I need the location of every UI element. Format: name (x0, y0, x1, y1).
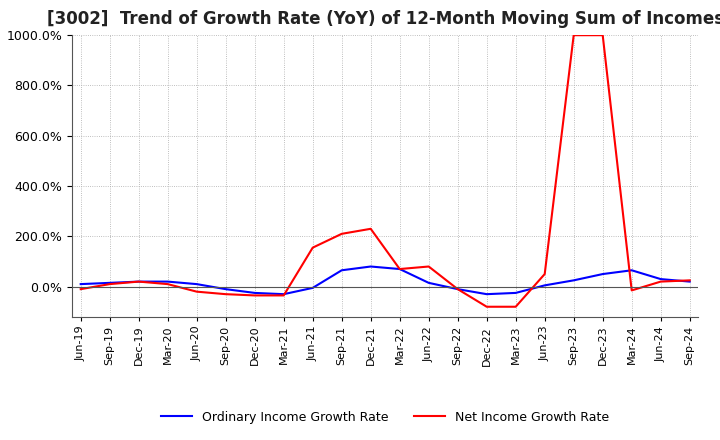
Ordinary Income Growth Rate (221, 286, 230, 292)
Ordinary Income Growth Rate (511, 290, 520, 296)
Net Income Growth Rate (424, 264, 433, 269)
Ordinary Income Growth Rate (598, 271, 607, 277)
Net Income Growth Rate (251, 293, 259, 298)
Net Income Growth Rate (657, 279, 665, 284)
Net Income Growth Rate (598, 33, 607, 38)
Ordinary Income Growth Rate (482, 292, 491, 297)
Ordinary Income Growth Rate (76, 282, 85, 287)
Ordinary Income Growth Rate (395, 266, 404, 271)
Ordinary Income Growth Rate (251, 290, 259, 296)
Net Income Growth Rate (482, 304, 491, 309)
Ordinary Income Growth Rate (657, 276, 665, 282)
Net Income Growth Rate (76, 286, 85, 292)
Ordinary Income Growth Rate (627, 268, 636, 273)
Ordinary Income Growth Rate (541, 283, 549, 288)
Net Income Growth Rate (685, 278, 694, 283)
Net Income Growth Rate (627, 288, 636, 293)
Net Income Growth Rate (366, 226, 375, 231)
Ordinary Income Growth Rate (424, 280, 433, 286)
Line: Net Income Growth Rate: Net Income Growth Rate (81, 35, 690, 307)
Ordinary Income Growth Rate (105, 280, 114, 286)
Net Income Growth Rate (163, 282, 172, 287)
Net Income Growth Rate (221, 292, 230, 297)
Ordinary Income Growth Rate (279, 292, 288, 297)
Ordinary Income Growth Rate (338, 268, 346, 273)
Net Income Growth Rate (511, 304, 520, 309)
Ordinary Income Growth Rate (308, 285, 317, 290)
Ordinary Income Growth Rate (685, 279, 694, 284)
Line: Ordinary Income Growth Rate: Ordinary Income Growth Rate (81, 267, 690, 294)
Ordinary Income Growth Rate (135, 279, 143, 284)
Net Income Growth Rate (279, 293, 288, 298)
Net Income Growth Rate (541, 271, 549, 277)
Net Income Growth Rate (105, 282, 114, 287)
Ordinary Income Growth Rate (454, 286, 462, 292)
Ordinary Income Growth Rate (366, 264, 375, 269)
Ordinary Income Growth Rate (570, 278, 578, 283)
Net Income Growth Rate (338, 231, 346, 236)
Ordinary Income Growth Rate (192, 282, 201, 287)
Net Income Growth Rate (192, 289, 201, 294)
Ordinary Income Growth Rate (163, 279, 172, 284)
Title: [3002]  Trend of Growth Rate (YoY) of 12-Month Moving Sum of Incomes: [3002] Trend of Growth Rate (YoY) of 12-… (47, 10, 720, 28)
Net Income Growth Rate (570, 33, 578, 38)
Net Income Growth Rate (395, 266, 404, 271)
Net Income Growth Rate (135, 279, 143, 284)
Net Income Growth Rate (308, 245, 317, 250)
Legend: Ordinary Income Growth Rate, Net Income Growth Rate: Ordinary Income Growth Rate, Net Income … (156, 406, 614, 429)
Net Income Growth Rate (454, 286, 462, 292)
